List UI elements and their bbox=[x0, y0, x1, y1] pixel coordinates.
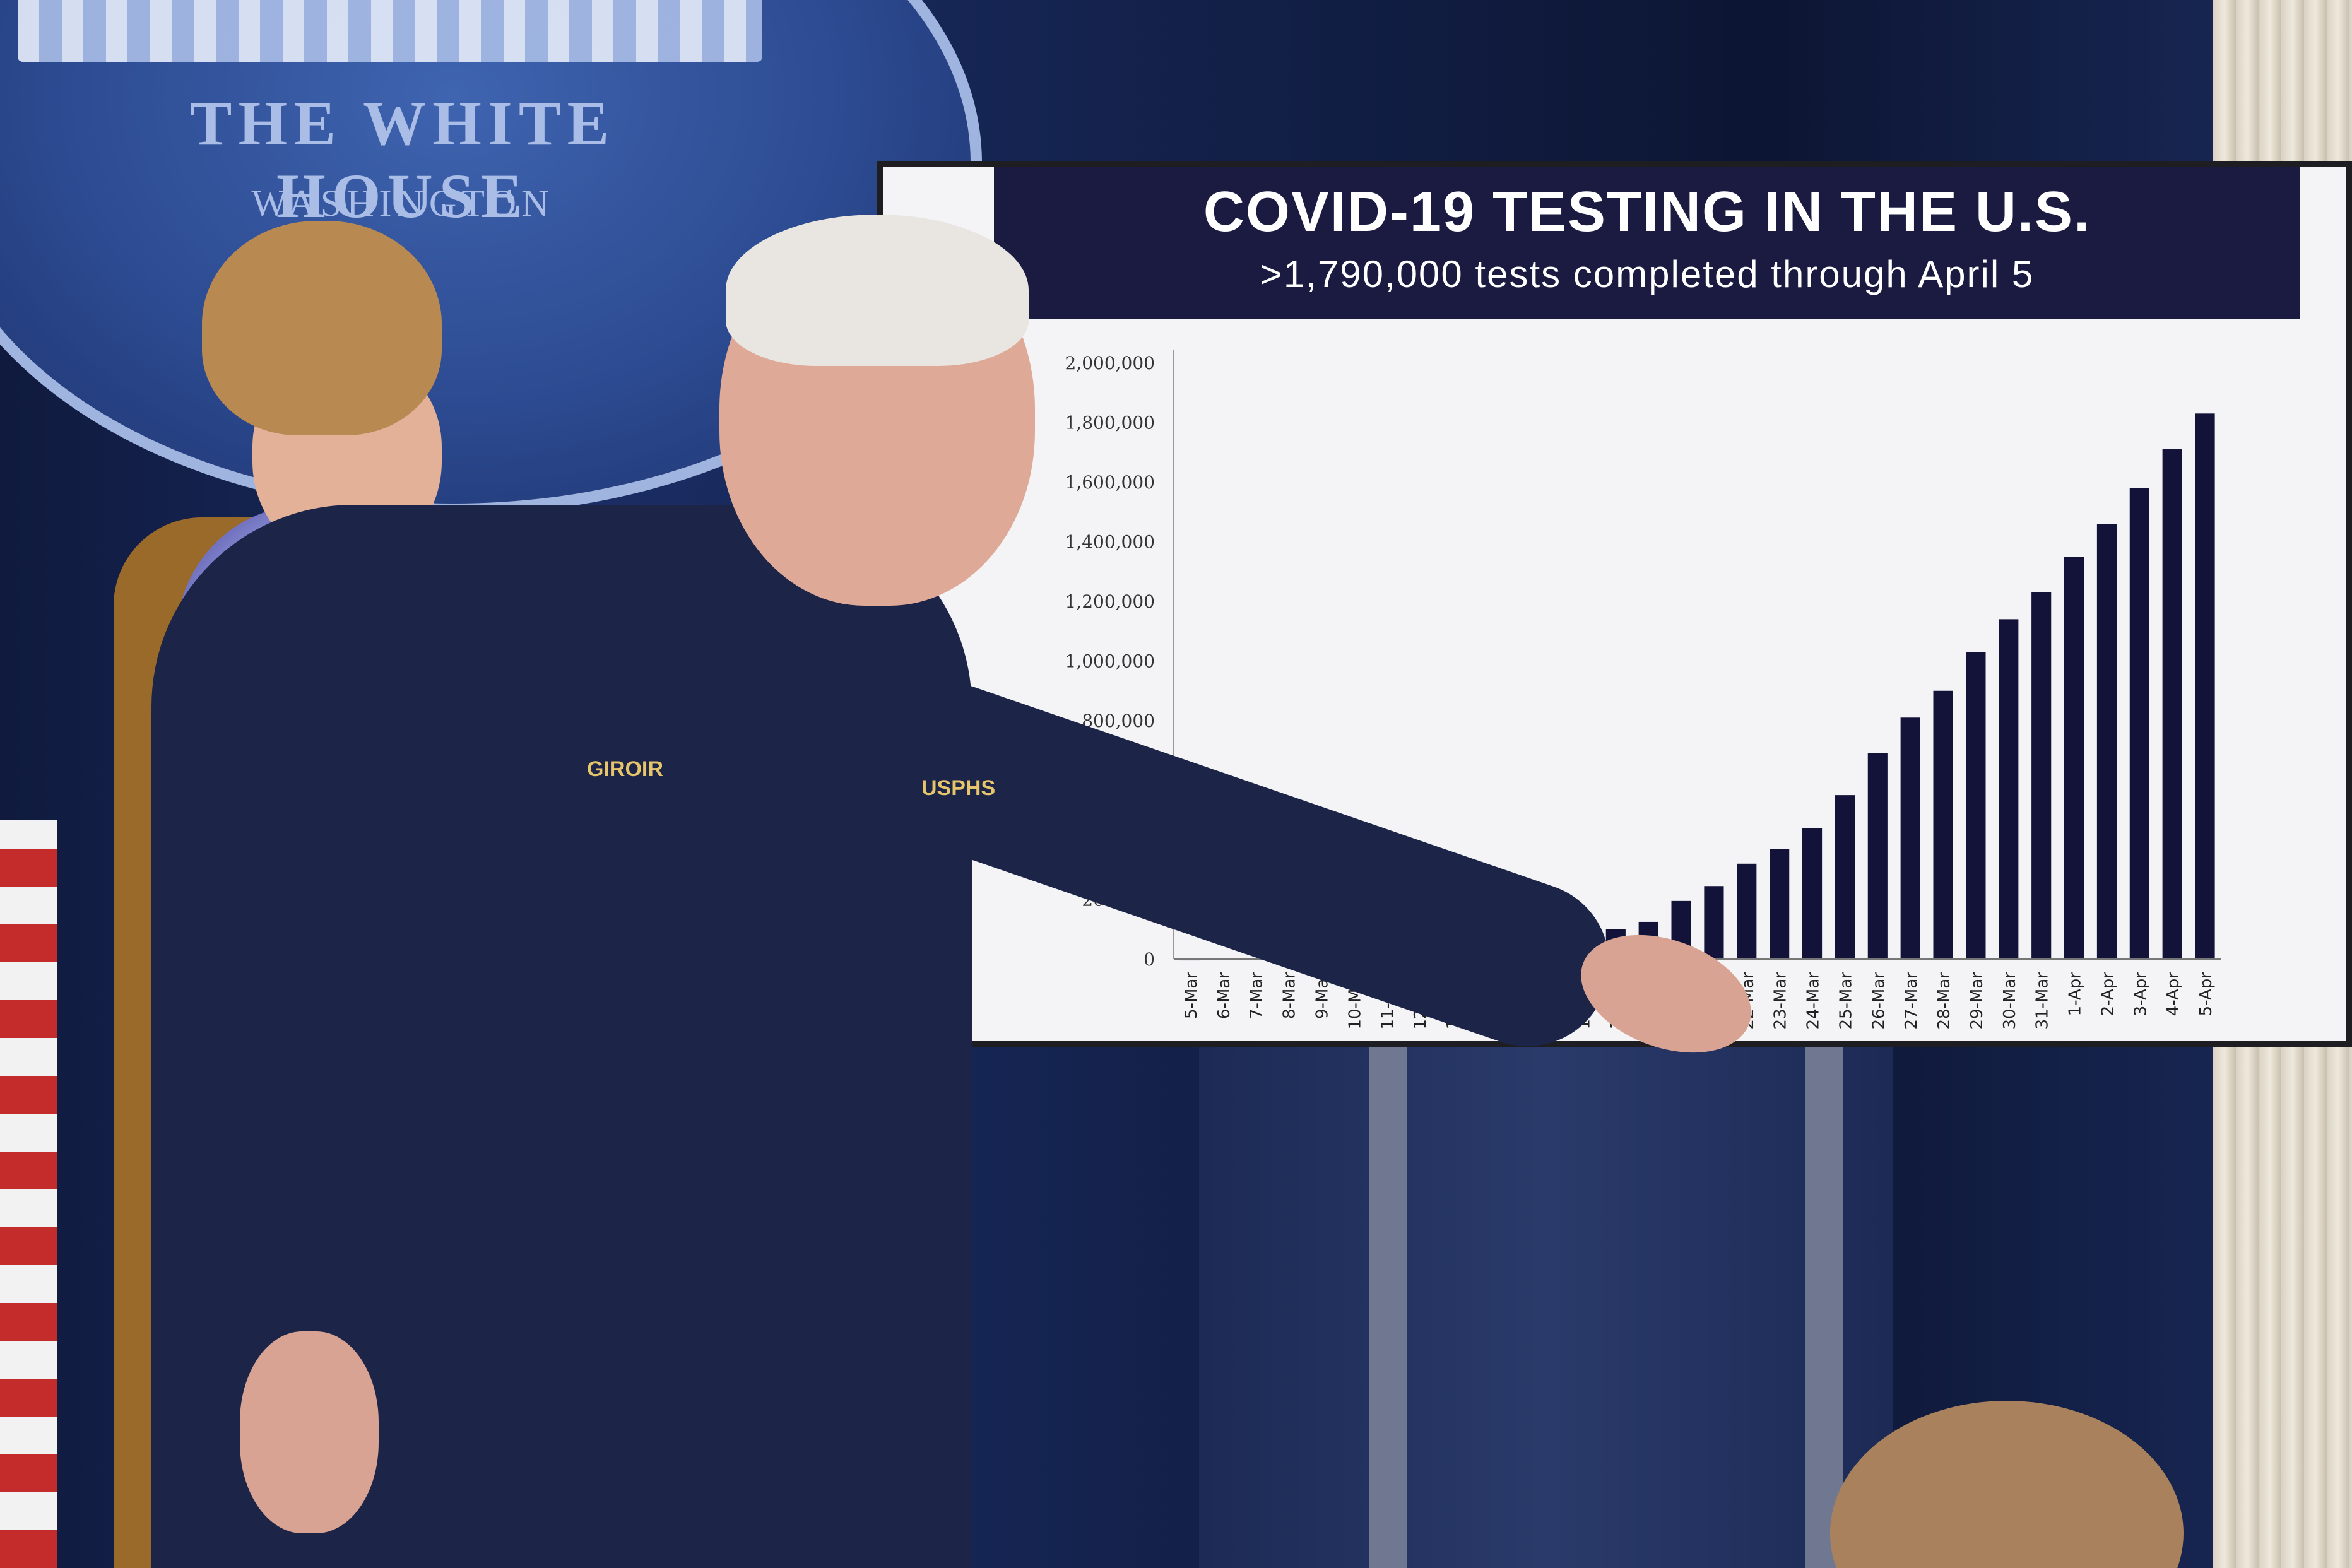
seal-subtext: WASHINGTON bbox=[251, 182, 554, 224]
x-tick-label: 31-Mar bbox=[2033, 972, 2052, 1030]
bar bbox=[1737, 863, 1757, 959]
seal-text: THE WHITE HOUSE bbox=[189, 88, 616, 231]
service-tag: USPHS bbox=[921, 776, 996, 800]
x-tick-label: 29-Mar bbox=[1968, 972, 1987, 1030]
x-tick-label: 24-Mar bbox=[1804, 972, 1823, 1030]
bar bbox=[1770, 849, 1790, 959]
x-tick-label: 25-Mar bbox=[1836, 972, 1855, 1030]
x-tick-label: 6-Mar bbox=[1215, 972, 1234, 1019]
chart-subtitle: >1,790,000 tests completed through April… bbox=[1260, 253, 2035, 295]
bar bbox=[2129, 488, 2149, 959]
stand-pole-left bbox=[1369, 1047, 1407, 1568]
y-tick-label: 1,800,000 bbox=[1065, 413, 1155, 433]
y-tick-label: 1,400,000 bbox=[1065, 532, 1155, 553]
woman-hair bbox=[202, 221, 442, 435]
x-tick-label: 3-Apr bbox=[2131, 972, 2150, 1017]
officer-left-hand bbox=[240, 1331, 379, 1533]
y-tick-label: 1,600,000 bbox=[1065, 472, 1155, 493]
bar bbox=[1933, 690, 1953, 959]
chart-header-band: COVID-19 TESTING IN THE U.S. >1,790,000 … bbox=[994, 167, 2300, 319]
monitor-stand bbox=[1199, 1047, 1893, 1568]
x-tick-label: 4-Apr bbox=[2164, 972, 2183, 1017]
x-tick-label: 27-Mar bbox=[1902, 972, 1921, 1030]
bar bbox=[2162, 449, 2182, 959]
x-tick-label: 5-Mar bbox=[1182, 972, 1201, 1019]
x-tick-label: 23-Mar bbox=[1771, 972, 1790, 1030]
american-flag bbox=[0, 820, 57, 1568]
bar bbox=[1802, 828, 1823, 959]
bar bbox=[1966, 652, 1986, 959]
bar bbox=[2031, 592, 2052, 959]
bar-chart: 0200,000400,000600,000800,0001,000,0001,… bbox=[1065, 350, 2221, 1030]
y-tick-label: 0 bbox=[1143, 949, 1155, 970]
bar bbox=[2064, 557, 2084, 959]
bar bbox=[1704, 886, 1724, 959]
y-tick-label: 1,200,000 bbox=[1065, 591, 1155, 612]
x-tick-label: 1-Apr bbox=[2066, 972, 2085, 1017]
chart-title: COVID-19 TESTING IN THE U.S. bbox=[1203, 180, 2091, 244]
white-house-building-graphic bbox=[18, 0, 762, 62]
name-tag: GIROIR bbox=[587, 757, 663, 781]
bar bbox=[1867, 753, 1888, 959]
chart-monitor: COVID-19 TESTING IN THE U.S. >1,790,000 … bbox=[877, 161, 2352, 1047]
y-tick-label: 1,000,000 bbox=[1065, 651, 1155, 672]
bar bbox=[1999, 619, 2019, 959]
stand-pole-right bbox=[1805, 1047, 1843, 1568]
x-tick-label: 26-Mar bbox=[1869, 972, 1888, 1030]
y-tick-label: 2,000,000 bbox=[1065, 353, 1155, 374]
bar bbox=[1900, 717, 1920, 959]
officer-hair bbox=[726, 215, 1029, 366]
x-tick-label: 2-Apr bbox=[2098, 972, 2117, 1017]
x-tick-label: 28-Mar bbox=[1935, 972, 1954, 1030]
bar bbox=[2096, 524, 2117, 959]
bar bbox=[2195, 413, 2215, 959]
x-tick-label: 5-Apr bbox=[2197, 972, 2216, 1017]
bar bbox=[1835, 795, 1855, 959]
x-tick-label: 8-Mar bbox=[1280, 972, 1299, 1019]
x-tick-label: 30-Mar bbox=[2000, 972, 2019, 1030]
x-tick-label: 7-Mar bbox=[1248, 972, 1267, 1019]
